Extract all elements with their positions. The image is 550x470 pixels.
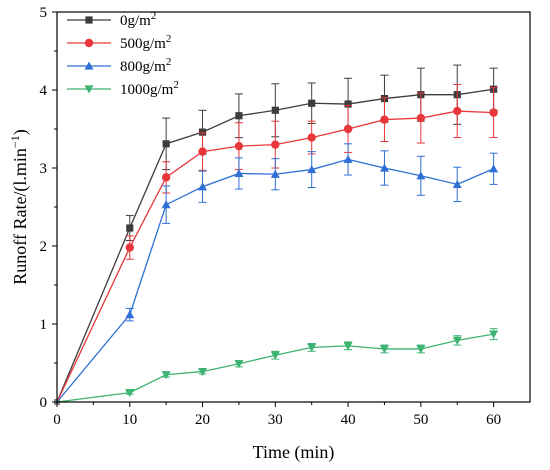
y-tick-label: 2 bbox=[40, 239, 48, 255]
data-point bbox=[234, 141, 244, 151]
legend-label: 1000g/m2 bbox=[120, 79, 179, 98]
series-line bbox=[56, 88, 494, 403]
data-point bbox=[343, 154, 353, 164]
x-tick-label: 50 bbox=[413, 412, 428, 428]
x-tick-label: 10 bbox=[122, 412, 137, 428]
data-point bbox=[379, 163, 389, 172]
y-tick-label: 5 bbox=[40, 5, 48, 21]
x-tick-label: 0 bbox=[53, 412, 61, 428]
data-point bbox=[270, 169, 280, 178]
legend-item: 0g/m2 bbox=[67, 10, 156, 29]
data-point bbox=[379, 345, 389, 354]
y-tick-label: 3 bbox=[40, 161, 48, 177]
data-point bbox=[161, 200, 171, 209]
data-point bbox=[125, 243, 134, 252]
data-point bbox=[489, 164, 499, 173]
x-tick-label: 40 bbox=[341, 412, 356, 428]
legend-label: 800g/m2 bbox=[120, 56, 171, 75]
series-layer bbox=[54, 64, 499, 405]
x-tick-label: 20 bbox=[195, 412, 210, 428]
data-point bbox=[416, 113, 426, 123]
legend-item: 500g/m2 bbox=[67, 33, 171, 52]
data-point bbox=[307, 343, 317, 352]
data-point bbox=[162, 140, 170, 148]
series-800g/m2 bbox=[56, 143, 499, 403]
series-line bbox=[56, 158, 494, 403]
data-point bbox=[271, 140, 280, 149]
y-tick-label: 0 bbox=[40, 395, 48, 411]
data-point bbox=[198, 182, 208, 191]
series-line bbox=[56, 333, 494, 403]
data-point bbox=[161, 173, 171, 182]
legend-item: 800g/m2 bbox=[67, 56, 171, 75]
data-point bbox=[452, 179, 462, 188]
series-line bbox=[56, 110, 494, 403]
data-point bbox=[416, 171, 426, 180]
x-tick-label: 30 bbox=[268, 412, 283, 428]
x-tick-label: 60 bbox=[486, 412, 501, 428]
y-tick-label: 1 bbox=[40, 317, 48, 333]
data-point bbox=[489, 108, 498, 117]
data-point bbox=[307, 165, 317, 174]
legend-marker bbox=[84, 61, 94, 70]
data-point bbox=[234, 360, 244, 369]
data-point bbox=[416, 345, 426, 354]
data-point bbox=[344, 100, 352, 108]
data-point bbox=[198, 367, 208, 377]
legend-label: 0g/m2 bbox=[120, 10, 156, 29]
data-point bbox=[234, 168, 244, 178]
data-point bbox=[198, 128, 207, 136]
data-point bbox=[453, 106, 462, 116]
data-point bbox=[380, 115, 389, 124]
data-point bbox=[235, 112, 243, 120]
data-point bbox=[343, 342, 353, 351]
series-1000g/m2 bbox=[56, 328, 499, 403]
data-point bbox=[270, 351, 280, 360]
data-point bbox=[307, 133, 316, 142]
data-point bbox=[126, 224, 134, 232]
data-point bbox=[452, 336, 462, 345]
series-500g/m2 bbox=[56, 84, 498, 403]
x-axis-title: Time (min) bbox=[253, 442, 335, 463]
legend-item: 1000g/m2 bbox=[67, 79, 179, 98]
data-point bbox=[125, 310, 135, 319]
data-point bbox=[161, 371, 171, 380]
data-point bbox=[343, 124, 353, 134]
data-point bbox=[489, 330, 499, 339]
data-point bbox=[271, 106, 279, 114]
legend-label: 500g/m2 bbox=[120, 33, 171, 52]
legend-marker bbox=[85, 16, 93, 24]
y-tick-label: 4 bbox=[40, 83, 48, 99]
legend-marker bbox=[84, 85, 94, 94]
axes: 0 10 20 30 40 50 60 0 1 2 3 4 5 Time (min) Runoff Rate… bbox=[8, 5, 531, 463]
data-point bbox=[125, 389, 135, 398]
legend: 0g/m2 500g/m2 800g/m2 1000g/m2 bbox=[67, 10, 179, 98]
legend-marker bbox=[84, 38, 94, 48]
y-axis-title: Runoff Rate/(l.min−1) bbox=[8, 129, 31, 284]
data-point bbox=[198, 147, 207, 156]
data-point bbox=[308, 99, 316, 107]
